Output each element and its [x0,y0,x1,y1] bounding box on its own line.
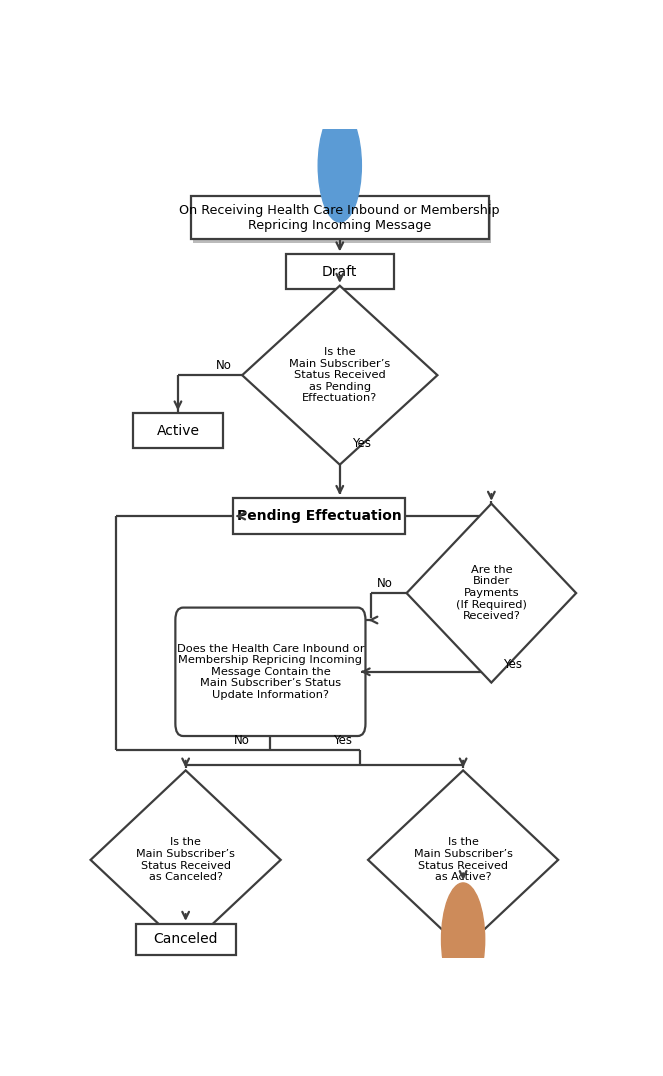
FancyBboxPatch shape [191,196,489,239]
Text: Yes: Yes [352,438,371,451]
FancyBboxPatch shape [286,254,394,289]
Polygon shape [242,286,438,465]
FancyBboxPatch shape [194,200,491,243]
FancyBboxPatch shape [135,923,236,955]
FancyBboxPatch shape [133,413,223,448]
Text: Draft: Draft [322,265,357,279]
Text: Active: Active [156,424,200,438]
FancyBboxPatch shape [175,608,365,736]
Text: No: No [234,734,250,747]
Polygon shape [406,504,576,682]
Text: Yes: Yes [333,734,352,747]
Text: No: No [377,577,393,590]
Text: No: No [216,358,232,371]
Text: Canceled: Canceled [153,933,218,947]
Text: Does the Health Care Inbound or
Membership Repricing Incoming
Message Contain th: Does the Health Care Inbound or Membersh… [176,643,364,700]
Text: Yes: Yes [503,657,522,670]
Text: Is the
Main Subscriber’s
Status Received
as Active?: Is the Main Subscriber’s Status Received… [414,837,512,882]
FancyBboxPatch shape [233,498,405,535]
Text: Is the
Main Subscriber’s
Status Received
as Canceled?: Is the Main Subscriber’s Status Received… [136,837,235,882]
Ellipse shape [442,883,485,996]
Polygon shape [91,770,280,949]
Ellipse shape [318,109,361,222]
Polygon shape [368,770,558,949]
Text: Are the
Binder
Payments
(If Required)
Received?: Are the Binder Payments (If Required) Re… [456,565,527,621]
Text: On Receiving Health Care Inbound or Membership
Repricing Incoming Message: On Receiving Health Care Inbound or Memb… [180,203,500,231]
Text: Is the
Main Subscriber’s
Status Received
as Pending
Effectuation?: Is the Main Subscriber’s Status Received… [289,346,391,404]
Text: Pending Effectuation: Pending Effectuation [237,509,402,523]
